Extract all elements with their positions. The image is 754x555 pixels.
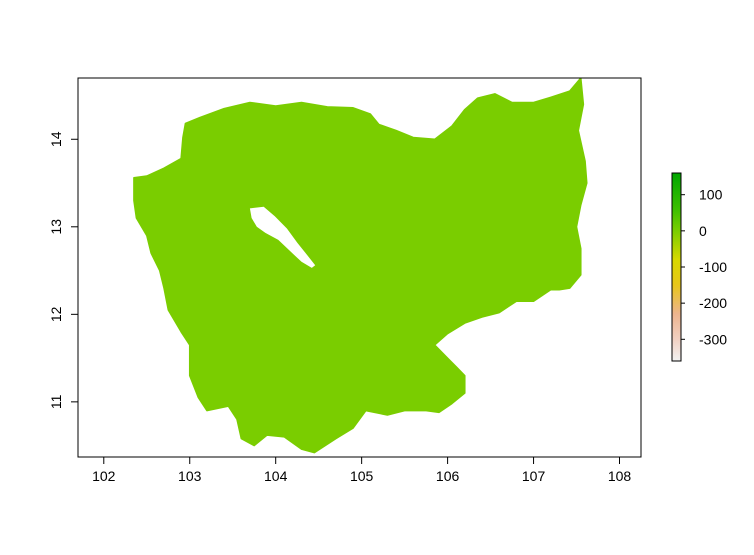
x-tick-label: 102 — [92, 468, 116, 484]
y-axis: 11 12 13 14 — [48, 131, 79, 409]
y-tick-label: 11 — [48, 394, 64, 409]
x-tick-label: 103 — [178, 468, 202, 484]
country-region — [133, 78, 588, 454]
legend-tick-label: -200 — [699, 295, 727, 311]
x-tick-label: 105 — [350, 468, 374, 484]
x-tick-label: 106 — [436, 468, 460, 484]
x-tick-label: 104 — [264, 468, 288, 484]
x-tick-label: 107 — [522, 468, 546, 484]
legend: 100 0 -100 -200 -300 — [671, 172, 727, 362]
lake-no-data — [249, 206, 316, 268]
legend-ticks: 100 0 -100 -200 -300 — [681, 187, 727, 347]
x-axis: 102 103 104 105 106 107 108 — [92, 456, 632, 484]
y-tick-label: 14 — [48, 131, 64, 147]
y-tick-label: 12 — [48, 306, 64, 322]
legend-tick-label: 100 — [699, 187, 723, 203]
legend-tick-label: 0 — [699, 223, 707, 239]
map-layer — [133, 78, 588, 454]
legend-tick-label: -100 — [699, 259, 727, 275]
legend-tick-label: -300 — [699, 331, 727, 347]
y-tick-label: 13 — [48, 219, 64, 235]
legend-color-bar — [671, 172, 682, 362]
x-tick-label: 108 — [608, 468, 632, 484]
